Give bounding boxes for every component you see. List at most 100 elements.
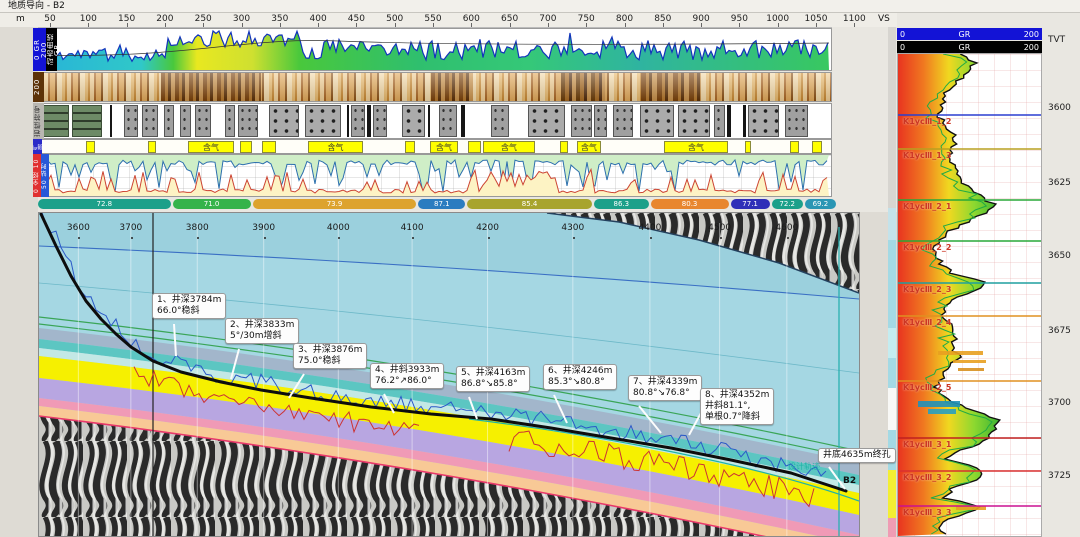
lith-block xyxy=(491,105,509,137)
lith-block xyxy=(110,105,112,137)
lith-block xyxy=(238,105,258,137)
gas-show-box xyxy=(468,141,481,153)
layer-label: K1ycⅢ_2_1 xyxy=(903,202,952,211)
ruler-tick: 900 xyxy=(692,14,710,24)
ruler-tickmark xyxy=(662,23,664,27)
lith-block xyxy=(124,105,138,137)
ruler-tick: 50 xyxy=(44,14,56,24)
md-tick-dot xyxy=(412,237,415,239)
ruler-tickmark xyxy=(816,23,817,27)
ruler-tickmark xyxy=(394,23,396,27)
ruler-tickmark xyxy=(50,23,51,27)
tvt-axis: TVT 3600 3625 3650 3675 3700 3725 xyxy=(1042,13,1080,537)
lith-block xyxy=(461,105,465,137)
lith-block xyxy=(269,105,299,137)
ruler-tickmark xyxy=(203,23,205,27)
tvt-tick: 3650 xyxy=(1048,251,1071,261)
lith-block xyxy=(373,105,387,137)
ruler-tick: 550 xyxy=(424,14,442,24)
md-label: 4400 xyxy=(638,223,662,233)
track-lithology[interactable] xyxy=(38,103,832,139)
layer-label: K1ycⅢ_1_3 xyxy=(903,151,952,160)
lith-block xyxy=(594,105,607,137)
layer-label: K1ycⅢ_3_1 xyxy=(903,440,952,449)
track-gas-shows[interactable]: 含气 含气 含气 含气 含气 含气 xyxy=(38,139,832,154)
gr-track-name: 动态曲线GR xyxy=(46,28,57,71)
ruler-tickmark xyxy=(164,23,166,27)
gr-min: 0 xyxy=(900,29,906,39)
mini-strip-segment xyxy=(888,358,896,388)
lith-block xyxy=(613,105,633,137)
quality-segment: 73.9 xyxy=(252,199,417,209)
gas-show-box: 含气 xyxy=(577,141,601,153)
md-label: 4600 xyxy=(775,223,799,233)
lith-block xyxy=(367,105,371,137)
ruler-tickmark xyxy=(547,23,549,27)
md-tick-dot xyxy=(719,237,722,239)
trajectory-annotation: 2、井深3833m 5°/30m增斜 xyxy=(225,318,300,344)
ruler-tick: 950 xyxy=(730,14,748,24)
track-image-log[interactable] xyxy=(38,72,832,102)
ruler-tickmark xyxy=(318,23,320,27)
ruler-tick: 600 xyxy=(462,14,480,24)
lith-block xyxy=(714,105,725,137)
mini-strip-segment xyxy=(888,328,896,358)
mini-strip-segment xyxy=(888,470,896,518)
md-label: 4500 xyxy=(708,223,732,233)
mini-strip-segment xyxy=(888,28,896,208)
cross-section[interactable]: 3600 3700 3800 3900 4000 4100 4200 4300 4400 4500… xyxy=(38,212,860,537)
ruler-tick: 500 xyxy=(386,14,404,24)
vs-ruler: m 50 100 150 200 250 300 350 400 450 500 550 600 650 7… xyxy=(0,13,897,28)
ruler-tickmark xyxy=(241,23,243,27)
gr-scale-label: 0 GR 200 xyxy=(33,28,46,71)
window-title: 地质导向 - B2 xyxy=(0,0,1080,13)
lith-block xyxy=(72,105,102,137)
gas-show-box xyxy=(240,141,252,153)
hc-drilltime-curves xyxy=(39,155,829,196)
layer-label: K1ycⅢ_2_4 xyxy=(903,318,952,327)
ruler-tick: 400 xyxy=(309,14,327,24)
ruler-tick: 450 xyxy=(347,14,365,24)
md-label: 4000 xyxy=(326,223,350,233)
lith-block xyxy=(402,105,425,137)
gas-show-box xyxy=(812,141,822,153)
ruler-tickmark xyxy=(126,23,128,27)
tvt-tick: 3675 xyxy=(1048,326,1071,336)
lith-block xyxy=(678,105,710,137)
track-gas-curves[interactable] xyxy=(38,154,832,197)
lith-block xyxy=(727,105,731,137)
gas-show-box: 含气 xyxy=(188,141,234,153)
md-label: 3900 xyxy=(252,223,276,233)
ruler-tickmark xyxy=(701,23,703,27)
gas-show-box xyxy=(405,141,415,153)
gr-correlation-panel[interactable]: K1ycⅢ_1_2 K1ycⅢ_1_3 K1ycⅢ_2_1 K1ycⅢ_2_2 K1yc… xyxy=(897,53,1042,537)
track-right-gap xyxy=(832,27,897,211)
ruler-tickmark xyxy=(509,23,511,27)
quality-segment: 77.1 xyxy=(730,199,770,209)
track-gr-dynamic[interactable] xyxy=(38,28,832,71)
mini-strip-segment xyxy=(888,240,896,328)
md-label: 3700 xyxy=(119,223,143,233)
mini-strip-segment xyxy=(888,208,896,240)
quality-segment: 86.3 xyxy=(593,199,649,209)
layer-label: K1ycⅢ_3_2 xyxy=(903,473,952,482)
gas-strip-name: 气测 xyxy=(33,139,42,154)
md-tick-dot xyxy=(197,237,200,239)
trajectory-annotation: 5、井深4163m 86.8°↘85.8° xyxy=(456,366,531,392)
layer-label: K1ycⅢ_2_5 xyxy=(903,383,952,392)
lith-block xyxy=(640,105,674,137)
ruler-tickmark xyxy=(433,23,434,27)
gas-show-box xyxy=(745,141,751,153)
ruler-unit: m xyxy=(16,14,25,24)
lith-block xyxy=(142,105,158,137)
gr-correlation-curve xyxy=(898,53,1041,536)
trajectory-annotation: 1、井深3784m 66.0°稳斜 xyxy=(152,293,227,319)
md-tick-dot xyxy=(338,237,341,239)
trajectory-annotation: 3、井深3876m 75.0°稳斜 xyxy=(293,343,368,369)
quality-segment: 71.0 xyxy=(172,199,251,209)
gr-header-blue: 0 GR 200 xyxy=(897,28,1042,40)
gas-show-box xyxy=(560,141,568,153)
lith-block xyxy=(439,105,457,137)
gas-show-box: 含气 xyxy=(308,141,363,153)
